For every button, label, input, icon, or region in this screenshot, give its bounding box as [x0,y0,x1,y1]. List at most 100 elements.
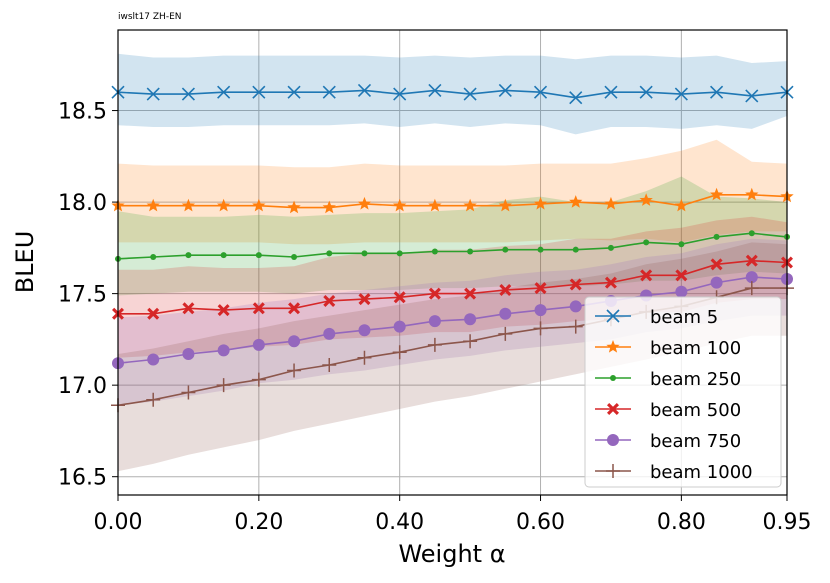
data-point [357,350,372,365]
data-point [533,196,548,210]
data-point [678,241,685,248]
data-point [710,258,723,271]
confidence-bands [118,53,787,472]
data-point [150,254,157,261]
series-line-4 [118,259,788,315]
x-tick-label: 0.20 [234,510,283,535]
data-point [147,307,160,320]
legend-box [584,296,782,488]
legend-entry-5: beam 750 [595,431,741,452]
band-series-3 [118,176,787,296]
chart-title: iwslt17 ZH-EN [118,12,182,22]
data-point [569,278,582,291]
data-point [181,385,196,400]
data-point [498,83,512,97]
data-point [393,87,407,101]
legend-marker [606,340,620,353]
data-point [252,198,266,212]
band-series-4 [118,216,787,358]
data-point [607,244,614,251]
data-point [287,85,301,99]
data-point [428,287,441,300]
x-tick-label: 0.80 [657,510,706,535]
data-point [323,327,336,340]
data-point [147,353,160,366]
x-tick-label: 0.60 [516,510,565,535]
data-point [674,87,688,101]
legend: beam 5 beam 100 beam 250 beam 500 beam 750 be… [584,296,782,488]
data-point [534,304,547,317]
data-point [357,196,372,210]
series-3 [115,230,790,262]
legend-label: beam 750 [650,431,741,452]
data-point [251,372,266,387]
data-point [393,320,406,333]
y-tick-label: 16.5 [58,466,107,491]
data-point [182,302,195,315]
band-series-2 [118,139,787,245]
legend-label: beam 250 [650,369,741,390]
y-axis-label: BLEU [11,231,39,294]
data-point [255,252,262,259]
data-point [217,304,230,317]
x-tick-label: 0.00 [94,510,143,535]
series-line-2 [118,194,788,209]
series-4 [112,254,793,320]
data-point [393,291,406,304]
series-line-3 [117,232,788,260]
data-point [467,248,474,255]
x-axis-label: Weight α [398,540,505,568]
data-point [216,378,231,393]
data-point [534,282,547,295]
axis-ticks: 0.00 0.20 0.40 0.60 0.80 0.95 16.5 17.0 17.5 18.0… [58,100,811,535]
data-point [181,198,196,212]
data-point [745,187,759,201]
data-point [639,85,653,99]
y-tick-label: 18.0 [58,191,107,216]
data-point [322,85,336,99]
data-point [291,254,298,261]
data-point [393,198,407,212]
data-point [463,334,478,349]
data-point [499,307,512,320]
data-point [744,281,759,296]
data-point [216,198,231,212]
data-point [427,337,442,352]
legend-label: beam 5 [650,307,718,328]
legend-entry-4: beam 500 [595,400,741,421]
band-series-1 [118,53,787,135]
data-point [358,293,371,306]
legend-label: beam 1000 [650,462,753,483]
legend-entry-3: beam 250 [595,369,741,390]
data-point [569,91,583,105]
data-point [463,87,477,101]
data-point [181,87,195,101]
data-point [326,250,333,257]
data-point [604,276,617,289]
y-tick-label: 18.5 [58,100,107,125]
legend-marker [606,464,620,478]
data-point [674,198,689,212]
data-point [287,363,302,378]
series-line-1 [117,89,788,99]
x-tick-label: 0.95 [763,510,812,535]
data-point [357,83,372,97]
legend-entry-6: beam 1000 [595,462,753,483]
data-point [392,345,407,360]
data-point [709,187,724,201]
data-point [745,89,759,103]
data-point [182,348,195,361]
data-point [464,313,477,326]
data-point [146,392,161,407]
legend-marker [606,309,620,323]
data-point [569,195,583,208]
legend-marker [607,403,619,415]
data-point [146,87,160,101]
data-point [499,283,512,296]
data-point [710,85,724,99]
legend-label: beam 500 [650,400,741,421]
data-point [568,319,583,334]
data-point [358,324,371,337]
data-point [287,200,301,214]
